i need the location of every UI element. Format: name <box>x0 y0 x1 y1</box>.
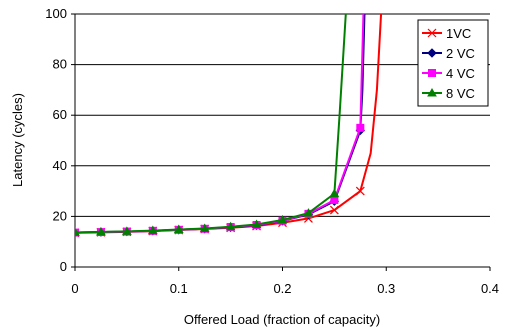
x-tick-label: 0.1 <box>170 281 188 296</box>
x-tick-label: 0.4 <box>481 281 499 296</box>
series-line <box>75 13 366 234</box>
data-point <box>173 224 184 234</box>
legend-marker <box>427 87 437 97</box>
x-tick-label: 0.3 <box>377 281 395 296</box>
data-point <box>356 123 365 132</box>
legend-item: 8 VC <box>422 86 475 101</box>
data-point <box>96 226 106 236</box>
legend-marker <box>427 48 437 58</box>
y-tick-label: 40 <box>53 158 67 173</box>
y-tick-label: 0 <box>60 259 67 274</box>
data-point <box>251 219 262 228</box>
legend: 1VC 2 VC 4 VC 8 VC <box>417 19 489 107</box>
series-8vc <box>75 13 347 236</box>
data-point <box>277 214 288 224</box>
data-point <box>355 186 365 196</box>
legend-marker <box>427 28 437 38</box>
data-point <box>122 226 132 235</box>
data-point <box>329 205 339 215</box>
y-tick-label: 80 <box>53 57 67 72</box>
y-tick-label: 20 <box>53 208 67 223</box>
data-point <box>225 221 236 231</box>
axes <box>71 13 491 271</box>
series-line <box>75 13 365 234</box>
data-point <box>147 225 158 235</box>
series-line <box>75 13 347 234</box>
data-point <box>330 195 339 204</box>
data-point <box>199 223 210 233</box>
legend-label: 8 VC <box>446 86 475 101</box>
legend-label: 2 VC <box>446 46 475 61</box>
series-lines <box>75 13 383 238</box>
tick-labels: 0 20 40 60 80 100 0 0.1 0.2 0.3 0.4 <box>45 6 499 296</box>
data-point <box>329 188 340 198</box>
y-axis-title: Latency (cycles) <box>10 93 25 187</box>
legend-marker <box>428 69 436 77</box>
legend-label: 4 VC <box>446 66 475 81</box>
legend-item: 2 VC <box>422 46 475 61</box>
y-tick-label: 60 <box>53 107 67 122</box>
legend-label: 1VC <box>446 26 471 41</box>
x-tick-label: 0.2 <box>273 281 291 296</box>
legend-item: 1VC <box>422 26 471 41</box>
legend-item: 4 VC <box>422 66 475 81</box>
y-tick-label: 100 <box>45 6 67 21</box>
x-axis-title: Offered Load (fraction of capacity) <box>184 312 380 327</box>
x-tick-label: 0 <box>71 281 78 296</box>
data-point <box>303 208 314 217</box>
series-4vc <box>75 13 365 237</box>
data-point <box>75 227 80 236</box>
legend-box <box>417 19 489 107</box>
